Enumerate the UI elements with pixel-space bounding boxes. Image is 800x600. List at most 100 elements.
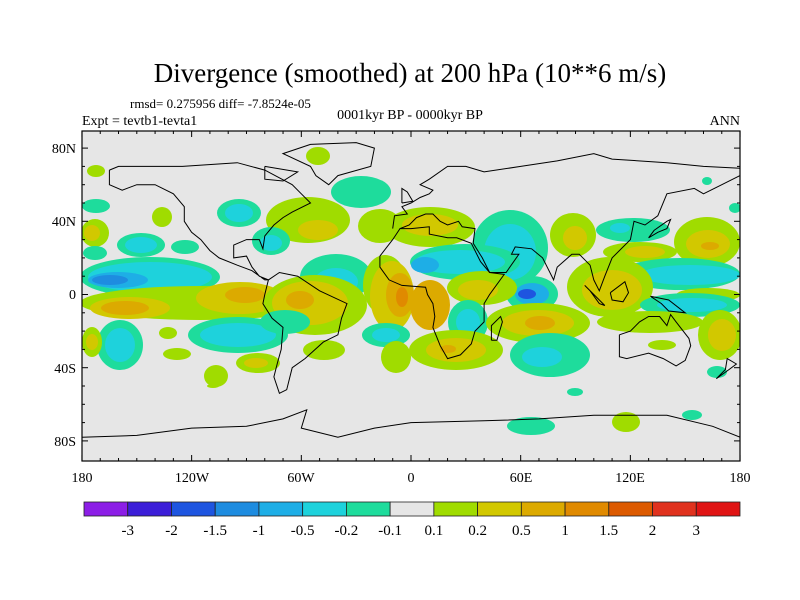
contour-region	[207, 384, 219, 388]
contour-region	[396, 287, 408, 307]
contour-region	[597, 311, 703, 333]
coastline	[379, 226, 506, 360]
contour-region	[171, 240, 199, 254]
coastline	[82, 408, 740, 438]
x-axis-labels: 180 120W 60W 0 60E 120E 180	[72, 471, 751, 486]
colorbar-box	[171, 501, 216, 517]
colorbar-box	[652, 501, 697, 517]
coastlines	[82, 142, 740, 438]
contour-region	[410, 280, 450, 330]
contour-region	[204, 365, 228, 387]
y-tick-label: 80S	[54, 435, 76, 450]
coastline	[108, 162, 312, 281]
contour-region	[286, 291, 314, 309]
contour-region	[625, 246, 665, 258]
contour-region	[525, 316, 555, 330]
y-axis-labels: 80N 40N 0 40S 80S	[52, 142, 76, 450]
colorbar-label: -0.1	[378, 523, 402, 539]
colorbar-box	[564, 501, 610, 517]
contour-region	[101, 301, 149, 315]
contour-region	[83, 246, 107, 260]
divergence-contours	[82, 147, 740, 435]
colorbar-label: -1.5	[203, 523, 227, 539]
colorbar-box	[345, 501, 391, 517]
contour-region	[610, 223, 630, 233]
plot-title: Divergence (smoothed) at 200 hPa (10**6 …	[154, 58, 666, 88]
colorbar-box	[214, 501, 260, 517]
contour-region	[163, 348, 191, 360]
contour-region	[159, 327, 177, 339]
contour-region	[657, 298, 727, 312]
colorbar-label: 0.5	[512, 523, 531, 539]
contour-region	[707, 366, 727, 378]
colorbar-box	[477, 501, 522, 517]
contour-region	[458, 280, 498, 300]
contour-region	[701, 242, 719, 250]
colorbar-label: -1	[253, 523, 266, 539]
contour-region	[152, 207, 172, 227]
coastline	[648, 218, 672, 239]
contour-region	[82, 199, 110, 213]
colorbar-box	[389, 501, 435, 517]
contour-region	[225, 204, 253, 222]
coastline	[264, 165, 300, 182]
contour-region	[92, 275, 128, 285]
contour-region	[86, 334, 98, 350]
colorbar-label: 2	[649, 523, 657, 539]
contour-region	[729, 203, 740, 213]
colorbar-box	[695, 501, 741, 517]
contour-region	[456, 309, 480, 335]
colorbar	[83, 501, 741, 517]
x-tick-label: 180	[730, 471, 751, 486]
contour-region	[402, 214, 458, 236]
season-label: ANN	[710, 114, 740, 129]
contour-region	[582, 270, 642, 310]
contour-region	[522, 347, 562, 367]
stats-text: rmsd= 0.275956 diff= -7.8524e-05	[130, 96, 311, 111]
coastline	[401, 187, 414, 204]
contour-region	[84, 225, 100, 241]
colorbar-label: 3	[693, 523, 701, 539]
x-tick-label: 0	[408, 471, 415, 486]
colorbar-box	[302, 501, 347, 517]
y-tick-label: 0	[69, 288, 76, 303]
contour-region	[358, 209, 402, 243]
axis-ticks	[81, 131, 741, 461]
colorbar-label: -0.5	[291, 523, 315, 539]
contour-region	[426, 338, 486, 362]
contour-region	[260, 235, 282, 251]
contour-region	[260, 310, 310, 334]
contour-region	[708, 319, 736, 351]
colorbar-box	[608, 501, 653, 517]
colorbar-box	[83, 501, 129, 517]
colorbar-box	[127, 501, 172, 517]
contour-region	[596, 218, 670, 242]
contour-region	[87, 165, 105, 177]
contour-region	[125, 237, 157, 253]
contour-region	[411, 257, 439, 273]
contour-region	[331, 176, 391, 208]
contour-region	[648, 340, 676, 350]
colorbar-box	[258, 501, 304, 517]
contour-region	[105, 328, 135, 362]
contour-region	[702, 177, 712, 185]
colorbar-label: -3	[121, 523, 134, 539]
x-tick-label: 120E	[615, 471, 645, 486]
period-label: 0001kyr BP - 0000kyr BP	[337, 108, 483, 123]
coastline	[650, 295, 687, 314]
colorbar-box	[433, 501, 479, 517]
contour-region	[372, 328, 400, 342]
coastline	[262, 271, 348, 395]
colorbar-label: -2	[165, 523, 178, 539]
x-tick-label: 120W	[175, 471, 210, 486]
coastline	[609, 280, 630, 303]
contour-region	[563, 226, 587, 250]
x-tick-label: 180	[72, 471, 93, 486]
colorbar-label: -0.2	[335, 523, 359, 539]
contour-region	[518, 289, 536, 299]
contour-region	[507, 417, 555, 435]
colorbar-box	[520, 501, 566, 517]
contour-region	[244, 358, 268, 368]
x-tick-label: 60W	[287, 471, 315, 486]
